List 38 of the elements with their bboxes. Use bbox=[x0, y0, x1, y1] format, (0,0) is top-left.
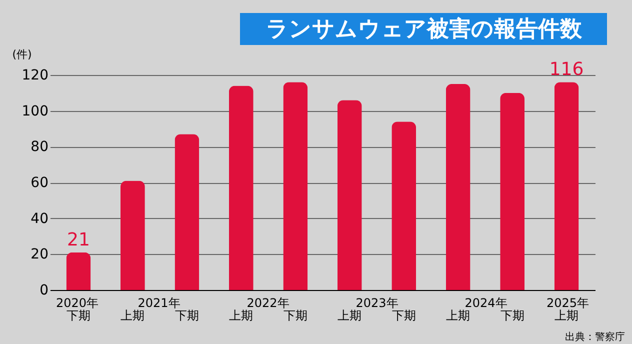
bar bbox=[500, 92, 524, 290]
y-axis-title: (件) bbox=[12, 48, 32, 61]
text: 2020年 bbox=[56, 296, 99, 310]
bar bbox=[228, 86, 254, 290]
text: 2025年 bbox=[546, 296, 590, 310]
x-tick-label: 下期 bbox=[392, 308, 416, 322]
data-label: 116 bbox=[549, 59, 584, 80]
text: 2022年 bbox=[246, 296, 290, 310]
x-tick-label: 上期 bbox=[446, 308, 470, 322]
y-tick-label: 120 bbox=[22, 68, 48, 84]
y-tick-label: 60 bbox=[30, 175, 48, 191]
x-tick-label: 上期 bbox=[554, 308, 579, 322]
source-note: 出典：警察庁 bbox=[565, 331, 625, 343]
bar bbox=[66, 252, 91, 290]
x-tick-label: 上期 bbox=[338, 308, 362, 322]
x-tick-label: 下期 bbox=[500, 308, 524, 322]
text: 2023年 bbox=[356, 296, 398, 310]
chart-title: ランサムウェア被害の報告件数 bbox=[266, 16, 583, 42]
y-tick-label: 20 bbox=[30, 246, 48, 263]
x-tick-label: 下期 bbox=[174, 308, 199, 322]
y-tick-label: 0 bbox=[40, 282, 48, 298]
bar bbox=[337, 100, 362, 290]
text: 2021年 bbox=[138, 296, 180, 310]
y-tick-label: 40 bbox=[30, 210, 48, 227]
y-tick-label: 100 bbox=[22, 103, 48, 120]
y-tick-label: 80 bbox=[30, 139, 48, 156]
bar bbox=[174, 134, 200, 290]
bar bbox=[283, 82, 308, 290]
text: 2024年 bbox=[464, 296, 508, 310]
x-tick-label: 上期 bbox=[120, 308, 145, 322]
data-label: 21 bbox=[67, 229, 90, 250]
bar bbox=[446, 84, 470, 290]
x-tick-label: 下期 bbox=[66, 308, 90, 322]
x-tick-label: 上期 bbox=[229, 308, 254, 322]
bar bbox=[392, 122, 416, 290]
bar bbox=[120, 180, 145, 290]
bar bbox=[554, 82, 579, 290]
x-tick-label: 下期 bbox=[283, 308, 308, 322]
